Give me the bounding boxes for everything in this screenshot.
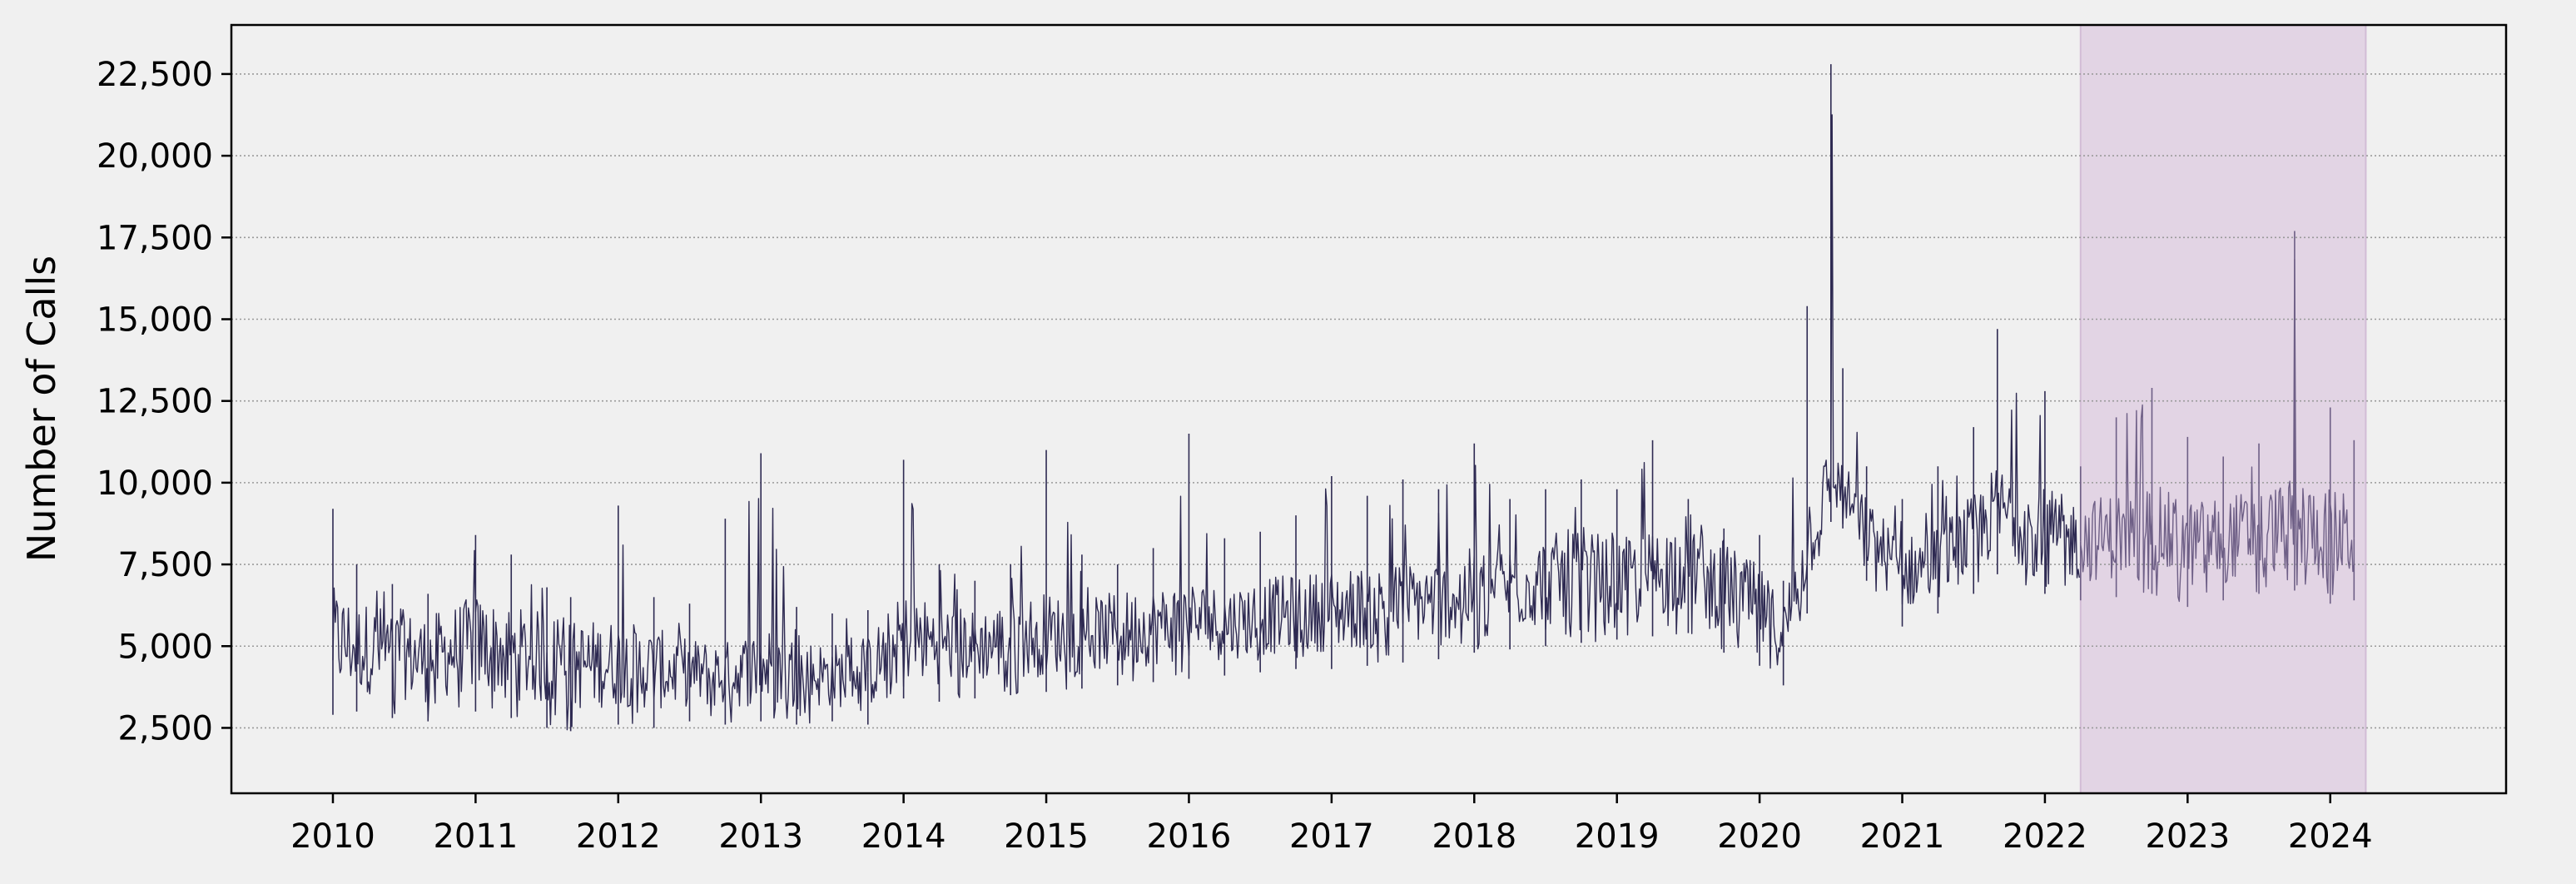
x-tick-label: 2019: [1575, 817, 1660, 856]
grid-layer: [231, 73, 2506, 729]
y-axis-label: Number of Calls: [19, 256, 64, 562]
highlight-band: [2079, 24, 2367, 794]
highlight-layer: [2079, 24, 2367, 794]
y-axis: 2,500 5,000 7,500 10,000 12,500 15,000 17,500 2…: [97, 56, 231, 747]
x-tick-label: 2010: [290, 817, 375, 856]
x-tick-label: 2014: [861, 817, 946, 856]
series-line: [332, 114, 2080, 731]
x-tick-label: 2012: [576, 817, 661, 856]
x-tick-label: 2020: [1717, 817, 1802, 856]
x-tick-label: 2024: [2288, 817, 2373, 856]
plot-frame: [230, 23, 2508, 795]
x-tick-label: 2018: [1432, 817, 1516, 856]
y-tick-label: 20,000: [97, 137, 213, 176]
x-tick-label: 2023: [2145, 817, 2230, 856]
y-tick-label: 15,000: [97, 300, 213, 339]
y-tick-label: 22,500: [97, 56, 213, 94]
series-line-highlighted: [2080, 258, 2355, 603]
y-tick-label: 2,500: [117, 709, 213, 747]
x-tick-label: 2013: [718, 817, 803, 856]
x-tick-label: 2021: [1860, 817, 1945, 856]
y-tick-label: 17,500: [97, 219, 213, 257]
x-tick-label: 2022: [2003, 817, 2087, 856]
x-tick-label: 2011: [433, 817, 518, 856]
y-tick-label: 10,000: [97, 464, 213, 503]
y-tick-label: 12,500: [97, 383, 213, 421]
y-tick-label: 7,500: [117, 546, 213, 584]
series-layer: [332, 64, 2355, 732]
y-tick-label: 5,000: [117, 628, 213, 666]
x-tick-label: 2016: [1147, 817, 1232, 856]
x-tick-label: 2015: [1004, 817, 1089, 856]
x-tick-label: 2017: [1289, 817, 1374, 856]
x-axis: 2010 2011 2012 2013 2014 2015 2016 2017 2018 2019…: [290, 793, 2373, 856]
